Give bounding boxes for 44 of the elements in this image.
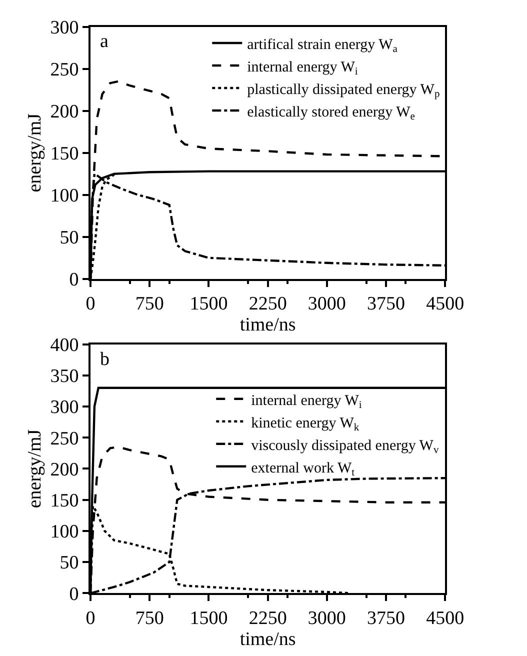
x-axis-title: time/ns (240, 314, 296, 336)
x-tick-label: 2250 (248, 294, 287, 315)
x-tick-label: 3750 (367, 294, 406, 315)
y-axis-title: energy/mJ (24, 429, 46, 508)
x-tick-label: 3000 (308, 294, 346, 315)
x-tick-label: 4500 (426, 294, 464, 315)
x-tick-label: 750 (135, 608, 164, 629)
x-tick-label: 1500 (190, 608, 228, 629)
y-tick-label: 50 (60, 552, 79, 574)
legend-label: elastically stored energy W$_{e}$ (247, 104, 416, 123)
y-tick-label: 300 (50, 17, 79, 38)
legend-label: artifical strain energy W$_{a}$ (247, 36, 398, 56)
x-tick-label: 2250 (248, 608, 287, 629)
x-axis-title: time/ns (240, 629, 296, 650)
x-tick-label: 3750 (367, 608, 406, 629)
y-tick-label: 50 (60, 228, 79, 249)
y-tick-label: 200 (50, 459, 79, 480)
x-tick-label: 750 (135, 294, 164, 315)
y-tick-label: 250 (50, 59, 79, 80)
y-tick-label: 350 (50, 366, 79, 388)
legend-label: kinetic energy W$_{k}$ (251, 415, 360, 434)
annotation: a (100, 31, 109, 52)
legend-label: internal energy W$_{i}$ (247, 59, 358, 78)
y-axis-title: energy/mJ (24, 113, 46, 192)
annotation: b (100, 349, 110, 370)
x-tick-label: 1500 (190, 294, 228, 315)
y-tick-label: 150 (50, 143, 79, 164)
x-tick-label: 3000 (308, 608, 346, 629)
legend-label: plastically dissipated energy W$_{p}$ (247, 82, 440, 100)
y-tick-label: 100 (50, 522, 79, 543)
y-tick-label: 150 (50, 490, 79, 512)
y-tick-label: 0 (69, 270, 79, 291)
legend-label: viscously dissipated energy W$_{v}$ (251, 438, 440, 456)
y-tick-label: 250 (50, 428, 79, 450)
legend-label: internal energy W$_{i}$ (251, 392, 362, 411)
y-tick-label: 100 (50, 185, 79, 206)
y-tick-label: 300 (50, 397, 79, 418)
legend-label: external work W$_{t}$ (251, 460, 355, 478)
y-tick-label: 400 (50, 334, 79, 356)
x-tick-label: 0 (86, 608, 96, 629)
y-tick-label: 0 (69, 584, 79, 605)
x-tick-label: 4500 (426, 608, 464, 629)
x-tick-label: 0 (86, 294, 96, 315)
y-tick-label: 200 (50, 101, 79, 122)
